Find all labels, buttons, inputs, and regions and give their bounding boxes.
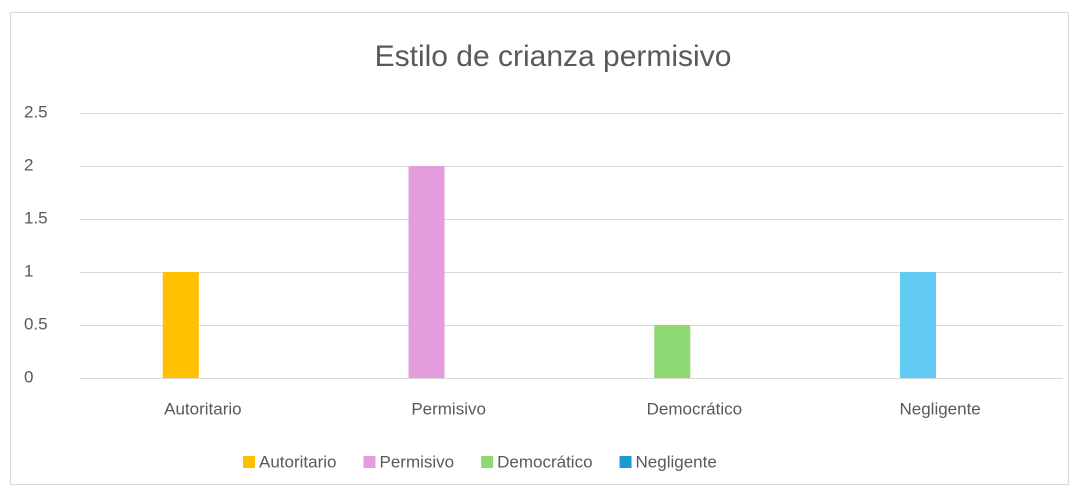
bar xyxy=(408,166,445,378)
legend-label: Democrático xyxy=(497,452,592,471)
legend-label: Permisivo xyxy=(379,452,454,471)
x-tick-label: Permisivo xyxy=(411,399,486,418)
x-tick-label: Democrático xyxy=(647,399,742,418)
chart-title: Estilo de crianza permisivo xyxy=(375,40,732,73)
x-tick-label: Autoritario xyxy=(164,399,241,418)
y-tick-label: 1 xyxy=(24,261,33,280)
legend-label: Autoritario xyxy=(259,452,336,471)
legend-label: Negligente xyxy=(636,452,717,471)
y-tick-label: 0.5 xyxy=(24,314,48,333)
y-tick-label: 2.5 xyxy=(24,102,48,121)
y-tick-label: 0 xyxy=(24,367,33,386)
bar xyxy=(900,272,937,378)
legend-swatch xyxy=(619,456,632,468)
bar xyxy=(162,272,199,378)
legend-swatch xyxy=(243,456,255,468)
y-tick-label: 1.5 xyxy=(24,208,48,227)
legend-swatch xyxy=(363,456,376,468)
legend-swatch xyxy=(481,456,494,468)
chart-border xyxy=(10,12,1069,485)
y-tick-label: 2 xyxy=(24,155,33,174)
x-tick-label: Negligente xyxy=(899,399,980,418)
bar xyxy=(654,325,691,378)
